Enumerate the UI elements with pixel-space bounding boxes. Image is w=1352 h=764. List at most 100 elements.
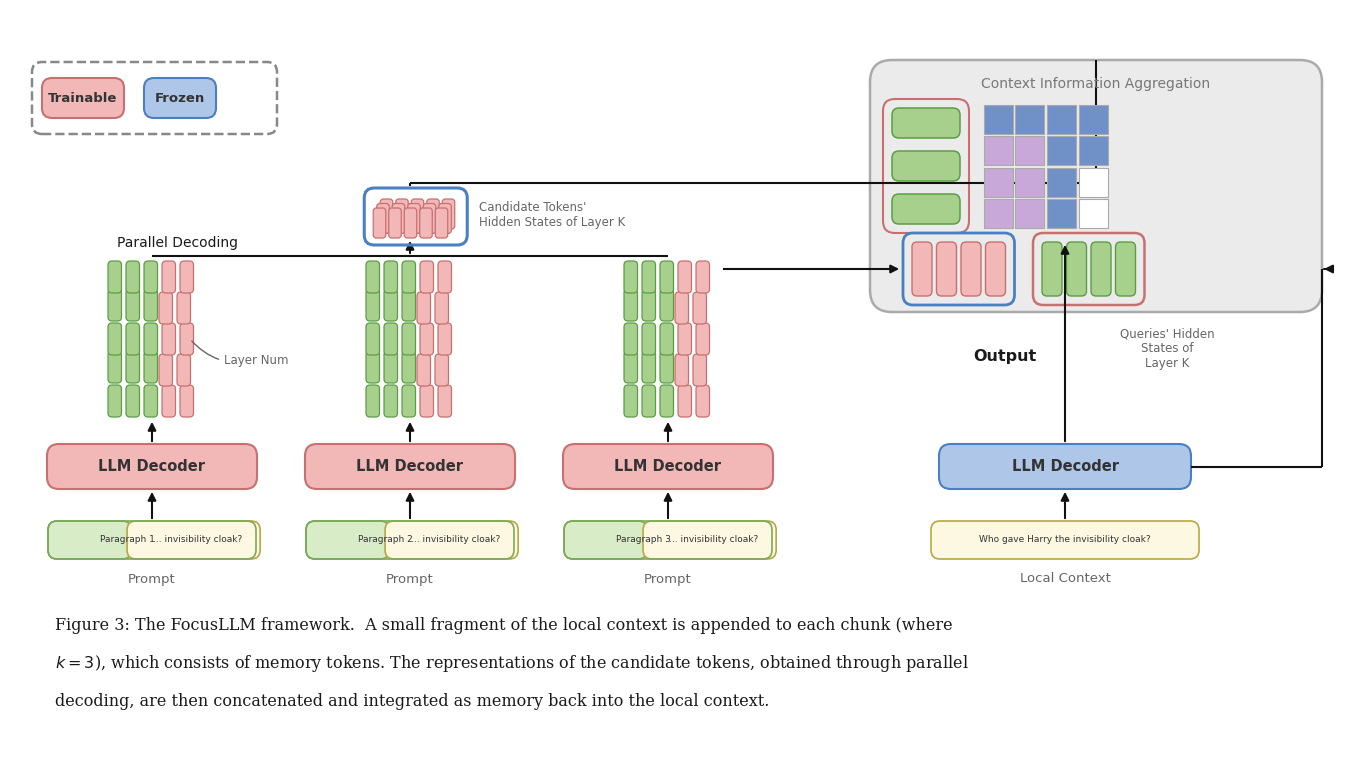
Text: Paragraph 1: Paragraph 1 (100, 536, 154, 545)
FancyBboxPatch shape (420, 261, 434, 293)
FancyBboxPatch shape (162, 323, 176, 355)
FancyBboxPatch shape (642, 323, 656, 355)
FancyBboxPatch shape (892, 108, 960, 138)
Bar (1015, 105, 1045, 134)
FancyBboxPatch shape (642, 289, 656, 321)
Text: LLM Decoder: LLM Decoder (615, 459, 722, 474)
FancyBboxPatch shape (986, 242, 1006, 296)
Text: Local Context: Local Context (1019, 572, 1110, 585)
FancyBboxPatch shape (108, 289, 122, 321)
FancyBboxPatch shape (402, 385, 415, 417)
FancyBboxPatch shape (937, 242, 956, 296)
FancyBboxPatch shape (442, 199, 454, 229)
Bar (1015, 199, 1045, 228)
FancyBboxPatch shape (126, 261, 139, 293)
FancyBboxPatch shape (127, 521, 260, 559)
FancyBboxPatch shape (385, 521, 518, 559)
Text: Layer Num: Layer Num (192, 341, 288, 367)
FancyBboxPatch shape (438, 261, 452, 293)
FancyBboxPatch shape (562, 444, 773, 489)
Bar (984, 199, 1013, 228)
FancyBboxPatch shape (42, 78, 124, 118)
FancyBboxPatch shape (108, 385, 122, 417)
FancyBboxPatch shape (108, 323, 122, 355)
Text: LLM Decoder: LLM Decoder (99, 459, 206, 474)
Text: Paragraph 3: Paragraph 3 (615, 536, 671, 545)
FancyBboxPatch shape (660, 261, 673, 293)
FancyBboxPatch shape (625, 385, 638, 417)
FancyBboxPatch shape (961, 242, 982, 296)
FancyBboxPatch shape (677, 385, 691, 417)
FancyBboxPatch shape (564, 521, 648, 559)
Bar (1079, 167, 1107, 196)
FancyBboxPatch shape (420, 385, 434, 417)
Text: Output: Output (973, 349, 1037, 364)
FancyBboxPatch shape (384, 385, 397, 417)
Text: decoding, are then concatenated and integrated as memory back into the local con: decoding, are then concatenated and inte… (55, 694, 769, 711)
FancyBboxPatch shape (427, 199, 439, 229)
FancyBboxPatch shape (677, 323, 691, 355)
FancyBboxPatch shape (435, 354, 449, 386)
FancyBboxPatch shape (126, 289, 139, 321)
Bar (1046, 199, 1076, 228)
Bar (984, 105, 1013, 134)
Text: Who gave Harry the invisibility cloak?: Who gave Harry the invisibility cloak? (979, 536, 1151, 545)
FancyBboxPatch shape (694, 292, 707, 324)
FancyBboxPatch shape (625, 289, 638, 321)
FancyBboxPatch shape (642, 261, 656, 293)
FancyBboxPatch shape (940, 444, 1191, 489)
FancyBboxPatch shape (145, 289, 157, 321)
FancyBboxPatch shape (47, 444, 257, 489)
FancyBboxPatch shape (416, 354, 430, 386)
FancyBboxPatch shape (1067, 242, 1087, 296)
FancyBboxPatch shape (435, 208, 448, 238)
FancyBboxPatch shape (180, 385, 193, 417)
FancyBboxPatch shape (366, 385, 380, 417)
Text: ... invisibility cloak?: ... invisibility cloak? (411, 536, 500, 545)
FancyBboxPatch shape (177, 354, 191, 386)
FancyBboxPatch shape (644, 521, 776, 559)
FancyBboxPatch shape (177, 292, 191, 324)
FancyBboxPatch shape (145, 261, 157, 293)
FancyBboxPatch shape (408, 203, 420, 234)
Text: Figure 3: The FocusLLM framework.  A small fragment of the local context is appe: Figure 3: The FocusLLM framework. A smal… (55, 617, 953, 634)
Text: Trainable: Trainable (49, 92, 118, 105)
Text: Context Information Aggregation: Context Information Aggregation (982, 77, 1210, 91)
Text: Frozen: Frozen (155, 92, 206, 105)
FancyBboxPatch shape (145, 323, 157, 355)
FancyBboxPatch shape (377, 203, 389, 234)
Text: ... invisibility cloak?: ... invisibility cloak? (153, 536, 242, 545)
FancyBboxPatch shape (404, 208, 416, 238)
Text: Prompt: Prompt (644, 572, 692, 585)
FancyBboxPatch shape (660, 323, 673, 355)
FancyBboxPatch shape (411, 199, 423, 229)
FancyBboxPatch shape (180, 261, 193, 293)
Text: Prompt: Prompt (387, 572, 434, 585)
FancyBboxPatch shape (366, 289, 380, 321)
Text: Parallel Decoding: Parallel Decoding (118, 236, 238, 250)
FancyBboxPatch shape (438, 323, 452, 355)
FancyBboxPatch shape (402, 323, 415, 355)
FancyBboxPatch shape (694, 354, 707, 386)
FancyBboxPatch shape (145, 385, 157, 417)
FancyBboxPatch shape (625, 323, 638, 355)
FancyBboxPatch shape (660, 289, 673, 321)
Text: Candidate Tokens'
Hidden States of Layer K: Candidate Tokens' Hidden States of Layer… (479, 201, 626, 229)
FancyBboxPatch shape (660, 385, 673, 417)
FancyBboxPatch shape (402, 261, 415, 293)
FancyBboxPatch shape (892, 194, 960, 224)
Text: ... invisibility cloak?: ... invisibility cloak? (669, 536, 758, 545)
FancyBboxPatch shape (419, 208, 433, 238)
FancyBboxPatch shape (126, 351, 139, 383)
FancyBboxPatch shape (384, 323, 397, 355)
FancyBboxPatch shape (366, 351, 380, 383)
Text: $k = 3$), which consists of memory tokens. The representations of the candidate : $k = 3$), which consists of memory token… (55, 653, 969, 675)
FancyBboxPatch shape (402, 289, 415, 321)
FancyBboxPatch shape (366, 323, 380, 355)
FancyBboxPatch shape (420, 323, 434, 355)
FancyBboxPatch shape (126, 323, 139, 355)
FancyBboxPatch shape (180, 323, 193, 355)
Bar (1079, 105, 1107, 134)
Text: Paragraph 2: Paragraph 2 (358, 536, 412, 545)
FancyBboxPatch shape (384, 351, 397, 383)
